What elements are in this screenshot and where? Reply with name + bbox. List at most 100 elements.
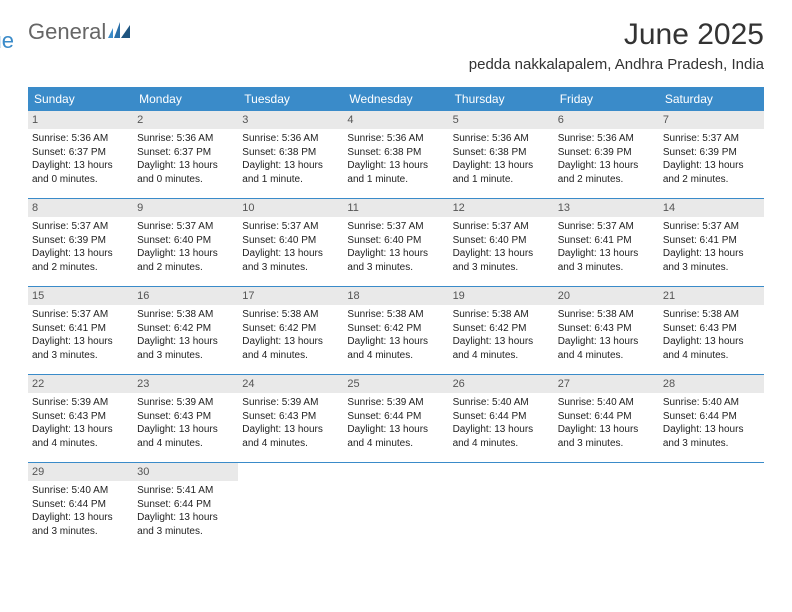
day-cell: 24Sunrise: 5:39 AMSunset: 6:43 PMDayligh… xyxy=(238,375,343,454)
sunset-text: Sunset: 6:43 PM xyxy=(242,410,339,424)
daylight-text: and 4 minutes. xyxy=(663,349,760,363)
week-row: 15Sunrise: 5:37 AMSunset: 6:41 PMDayligh… xyxy=(28,286,764,366)
sunset-text: Sunset: 6:44 PM xyxy=(347,410,444,424)
sunset-text: Sunset: 6:40 PM xyxy=(137,234,234,248)
day-number: 6 xyxy=(554,111,659,129)
sunrise-text: Sunrise: 5:37 AM xyxy=(32,308,129,322)
daylight-text: Daylight: 13 hours xyxy=(663,335,760,349)
daylight-text: and 4 minutes. xyxy=(242,349,339,363)
logo: General Blue xyxy=(28,18,130,46)
daylight-text: and 2 minutes. xyxy=(558,173,655,187)
month-title: June 2025 xyxy=(469,18,764,52)
sunrise-text: Sunrise: 5:37 AM xyxy=(32,220,129,234)
weekday-header: Monday xyxy=(133,87,238,111)
sunrise-text: Sunrise: 5:37 AM xyxy=(453,220,550,234)
sunrise-text: Sunrise: 5:37 AM xyxy=(137,220,234,234)
day-cell: 21Sunrise: 5:38 AMSunset: 6:43 PMDayligh… xyxy=(659,287,764,366)
day-number: 22 xyxy=(28,375,133,393)
week-row: 1Sunrise: 5:36 AMSunset: 6:37 PMDaylight… xyxy=(28,111,764,190)
day-cell: 27Sunrise: 5:40 AMSunset: 6:44 PMDayligh… xyxy=(554,375,659,454)
daylight-text: and 3 minutes. xyxy=(32,349,129,363)
day-cell: 7Sunrise: 5:37 AMSunset: 6:39 PMDaylight… xyxy=(659,111,764,190)
day-cell: 15Sunrise: 5:37 AMSunset: 6:41 PMDayligh… xyxy=(28,287,133,366)
day-cell: 17Sunrise: 5:38 AMSunset: 6:42 PMDayligh… xyxy=(238,287,343,366)
day-cell: 25Sunrise: 5:39 AMSunset: 6:44 PMDayligh… xyxy=(343,375,448,454)
day-cell: 1Sunrise: 5:36 AMSunset: 6:37 PMDaylight… xyxy=(28,111,133,190)
sunrise-text: Sunrise: 5:38 AM xyxy=(347,308,444,322)
daylight-text: and 1 minute. xyxy=(242,173,339,187)
daylight-text: and 4 minutes. xyxy=(453,349,550,363)
daylight-text: Daylight: 13 hours xyxy=(137,423,234,437)
daylight-text: Daylight: 13 hours xyxy=(558,423,655,437)
sunset-text: Sunset: 6:38 PM xyxy=(242,146,339,160)
day-cell: 14Sunrise: 5:37 AMSunset: 6:41 PMDayligh… xyxy=(659,199,764,278)
daylight-text: Daylight: 13 hours xyxy=(663,159,760,173)
day-cell: 10 Sunrise: 5:37 AMSunset: 6:40 PMDayligh… xyxy=(238,199,343,278)
day-number: 19 xyxy=(449,287,554,305)
sunrise-text: Sunrise: 5:39 AM xyxy=(32,396,129,410)
week-row: 8Sunrise: 5:37 AMSunset: 6:39 PMDaylight… xyxy=(28,198,764,278)
sunset-text: Sunset: 6:38 PM xyxy=(347,146,444,160)
day-number: 4 xyxy=(343,111,448,129)
day-number: 13 xyxy=(554,199,659,217)
day-number: 26 xyxy=(449,375,554,393)
sunset-text: Sunset: 6:43 PM xyxy=(663,322,760,336)
sunrise-text: Sunrise: 5:36 AM xyxy=(453,132,550,146)
daylight-text: Daylight: 13 hours xyxy=(663,423,760,437)
daylight-text: Daylight: 13 hours xyxy=(453,423,550,437)
daylight-text: and 0 minutes. xyxy=(32,173,129,187)
sunrise-text: Sunrise: 5:38 AM xyxy=(137,308,234,322)
day-cell: 18Sunrise: 5:38 AMSunset: 6:42 PMDayligh… xyxy=(343,287,448,366)
sunset-text: Sunset: 6:40 PM xyxy=(242,234,339,248)
sunrise-text: Sunrise: 5:36 AM xyxy=(242,132,339,146)
weekday-header: Wednesday xyxy=(343,87,448,111)
sunrise-text: Sunrise: 5:36 AM xyxy=(558,132,655,146)
daylight-text: Daylight: 13 hours xyxy=(453,159,550,173)
sunset-text: Sunset: 6:40 PM xyxy=(453,234,550,248)
daylight-text: Daylight: 13 hours xyxy=(242,247,339,261)
day-number: 25 xyxy=(343,375,448,393)
sunrise-text: Sunrise: 5:37 AM xyxy=(663,220,760,234)
day-cell: 22Sunrise: 5:39 AMSunset: 6:43 PMDayligh… xyxy=(28,375,133,454)
sunrise-text: Sunrise: 5:36 AM xyxy=(32,132,129,146)
sunrise-text: Sunrise: 5:37 AM xyxy=(663,132,760,146)
daylight-text: and 4 minutes. xyxy=(453,437,550,451)
daylight-text: and 2 minutes. xyxy=(137,261,234,275)
header: General Blue June 2025 pedda nakkalapale… xyxy=(0,0,792,79)
day-number: 30 xyxy=(133,463,238,481)
daylight-text: and 0 minutes. xyxy=(137,173,234,187)
day-number: 1 xyxy=(28,111,133,129)
daylight-text: Daylight: 13 hours xyxy=(347,423,444,437)
sunset-text: Sunset: 6:40 PM xyxy=(347,234,444,248)
sunrise-text: Sunrise: 5:38 AM xyxy=(242,308,339,322)
sunrise-text: Sunrise: 5:40 AM xyxy=(663,396,760,410)
weekday-header: Saturday xyxy=(659,87,764,111)
title-block: June 2025 pedda nakkalapalem, Andhra Pra… xyxy=(469,18,764,73)
sunrise-text: Sunrise: 5:38 AM xyxy=(558,308,655,322)
weekday-header: Thursday xyxy=(449,87,554,111)
day-number: 20 xyxy=(554,287,659,305)
day-cell: 16Sunrise: 5:38 AMSunset: 6:42 PMDayligh… xyxy=(133,287,238,366)
day-number: 10 xyxy=(238,199,343,217)
day-cell: 6Sunrise: 5:36 AMSunset: 6:39 PMDaylight… xyxy=(554,111,659,190)
day-cell: 3Sunrise: 5:36 AMSunset: 6:38 PMDaylight… xyxy=(238,111,343,190)
sunrise-text: Sunrise: 5:37 AM xyxy=(242,220,339,234)
day-cell: 8Sunrise: 5:37 AMSunset: 6:39 PMDaylight… xyxy=(28,199,133,278)
daylight-text: and 3 minutes. xyxy=(663,261,760,275)
sunset-text: Sunset: 6:44 PM xyxy=(558,410,655,424)
day-cell: 28Sunrise: 5:40 AMSunset: 6:44 PMDayligh… xyxy=(659,375,764,454)
day-number: 11 xyxy=(343,199,448,217)
daylight-text: Daylight: 13 hours xyxy=(32,159,129,173)
sunset-text: Sunset: 6:41 PM xyxy=(663,234,760,248)
day-number: 2 xyxy=(133,111,238,129)
sunset-text: Sunset: 6:38 PM xyxy=(453,146,550,160)
daylight-text: Daylight: 13 hours xyxy=(453,335,550,349)
daylight-text: and 4 minutes. xyxy=(242,437,339,451)
day-number: 3 xyxy=(238,111,343,129)
sunrise-text: Sunrise: 5:37 AM xyxy=(558,220,655,234)
daylight-text: Daylight: 13 hours xyxy=(242,423,339,437)
day-number: 17 xyxy=(238,287,343,305)
empty-day-cell xyxy=(238,463,343,542)
empty-day-cell xyxy=(449,463,554,542)
daylight-text: Daylight: 13 hours xyxy=(137,335,234,349)
